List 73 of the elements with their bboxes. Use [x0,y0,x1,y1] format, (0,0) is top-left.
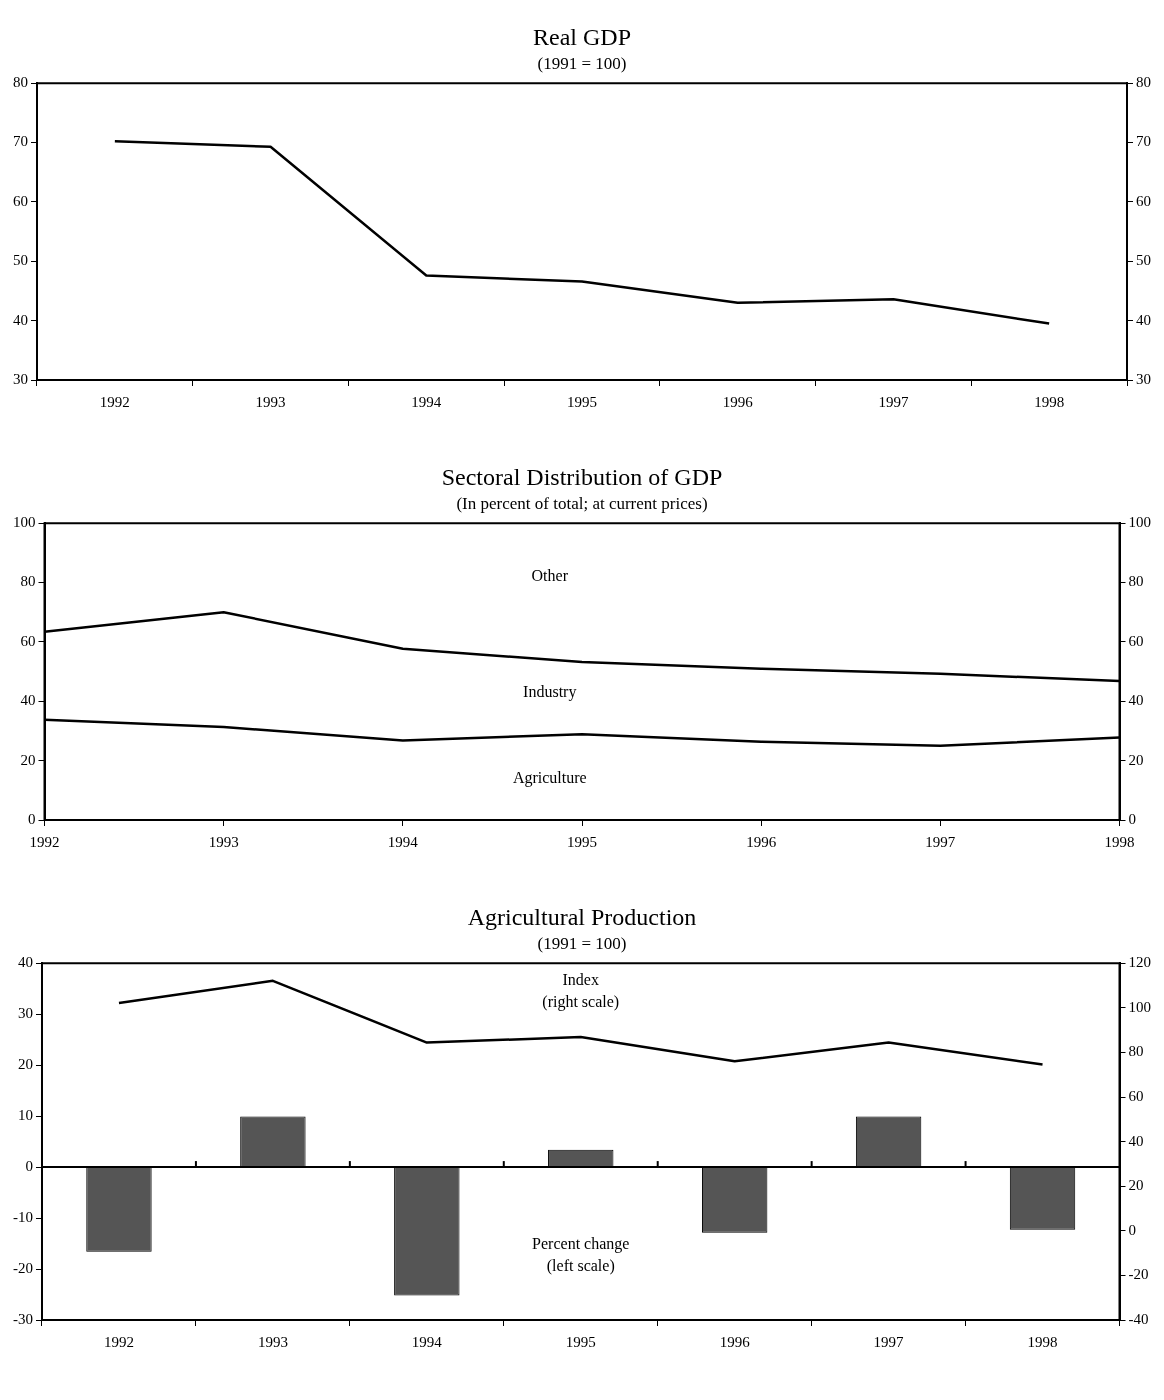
x-tick-label: 1995 [567,833,597,850]
x-tick-label: 1992 [29,833,60,850]
y2-tick-label: 20 [1128,751,1144,768]
x-tick-label: 1996 [746,833,777,850]
y2-tick-label: -40 [1128,1310,1149,1327]
y2-tick-label: 30 [1136,370,1151,387]
x-tick-label: 1996 [722,393,754,410]
y2-tick-label: 0 [1128,810,1136,827]
y2-tick-label: 60 [1136,192,1151,209]
y-tick-label: -10 [13,1208,33,1225]
y2-tick-label: 20 [1128,1177,1144,1194]
y-tick-label: 0 [25,1158,33,1175]
annotation: Index (right scale) [542,970,620,1011]
annotation: Agriculture [512,768,587,787]
y2-tick-label: -20 [1128,1266,1149,1283]
y2-tick-label: 60 [1128,1087,1144,1104]
x-tick-label: 1993 [208,833,239,850]
y-tick-label: 20 [20,751,36,768]
y2-tick-label: 100 [1128,998,1151,1015]
y2-tick-label: 40 [1128,1132,1144,1149]
y2-tick-label: 40 [1136,311,1151,328]
x-tick-label: 1993 [255,393,286,410]
y-tick-label: 30 [13,370,28,387]
x-tick-label: 1992 [99,393,130,410]
y-tick-label: 60 [20,632,36,649]
y2-tick-label: 80 [1128,573,1144,590]
y-tick-label: 100 [13,514,36,531]
x-tick-label: 1994 [387,833,419,850]
chart-subtitle: (1991 = 100) [537,934,627,954]
annotation: Other [531,566,569,584]
y-tick-label: 40 [13,311,28,328]
x-tick-label: 1997 [878,393,909,410]
y2-tick-label: 0 [1128,1221,1136,1238]
y-tick-label: 40 [18,954,33,971]
x-tick-label: 1995 [565,1333,596,1350]
y-tick-label: 80 [20,573,36,590]
annotation: Industry [523,682,577,701]
y2-tick-label: 120 [1128,954,1151,971]
x-tick-label: 1998 [1027,1333,1058,1350]
x-tick-label: 1998 [1104,833,1135,850]
y-tick-label: -30 [13,1310,33,1327]
chart-subtitle: (In percent of total; at current prices) [456,494,708,514]
chart-title: Real GDP [533,23,631,50]
x-tick-label: 1997 [873,1333,905,1350]
chart-title: Sectoral Distribution of GDP [441,463,723,490]
chart-title: Agricultural Production [467,903,697,930]
y2-tick-label: 80 [1136,74,1151,91]
x-tick-label: 1993 [257,1333,288,1350]
y-tick-label: 40 [20,692,36,709]
y-tick-label: 30 [18,1005,33,1022]
y-tick-label: 20 [18,1056,33,1073]
x-tick-label: 1994 [411,1333,443,1350]
x-tick-label: 1994 [411,393,442,410]
y2-tick-label: 60 [1128,632,1144,649]
y2-tick-label: 80 [1128,1043,1144,1060]
y2-tick-label: 40 [1128,692,1144,709]
y-tick-label: 0 [28,810,36,827]
y-tick-label: 70 [13,133,28,150]
y-tick-label: 60 [13,192,28,209]
chart-subtitle: (1991 = 100) [537,54,627,74]
y2-tick-label: 100 [1128,514,1151,531]
x-tick-label: 1996 [719,1333,751,1350]
y-tick-label: 80 [13,74,28,91]
y-tick-label: 10 [18,1107,33,1124]
x-tick-label: 1995 [567,393,597,410]
y2-tick-label: 70 [1136,133,1151,150]
annotation: Percent change (left scale) [532,1234,630,1275]
y2-tick-label: 50 [1136,252,1151,269]
y-tick-label: 50 [13,252,28,269]
x-tick-label: 1992 [103,1333,134,1350]
y-tick-label: -20 [13,1259,33,1276]
x-tick-label: 1997 [925,833,956,850]
x-tick-label: 1998 [1034,393,1065,410]
